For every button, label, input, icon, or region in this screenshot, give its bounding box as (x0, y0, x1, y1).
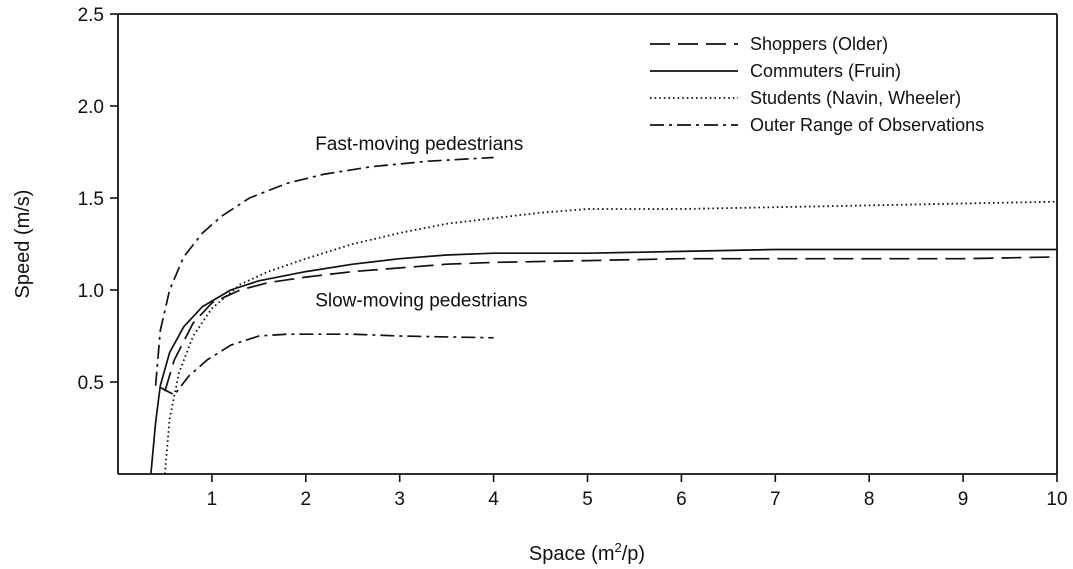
y-axis-title: Speed (m/s) (12, 190, 34, 299)
x-tick-label: 1 (207, 489, 218, 510)
x-ticks: 1 2 3 4 5 6 7 8 9 10 (207, 474, 1068, 510)
series-line-1 (150, 248, 1057, 475)
legend-label-3: Outer Range of Observations (750, 115, 984, 135)
x-tick-label: 3 (394, 489, 405, 510)
annotations: Fast-moving pedestrians Slow-moving pedes… (315, 134, 527, 311)
y-tick-label: 1.5 (78, 189, 104, 210)
y-tick-label: 1.0 (78, 281, 104, 302)
x-tick-label: 9 (958, 489, 969, 510)
axes (117, 13, 1058, 475)
y-tick-label: 2.5 (78, 5, 104, 26)
legend-label-0: Shoppers (Older) (750, 34, 888, 54)
legend: Shoppers (Older) Commuters (Fruin) Student… (650, 34, 984, 135)
x-tick-label: 5 (582, 489, 593, 510)
legend-label-2: Students (Navin, Wheeler) (750, 88, 961, 108)
series-layer (150, 156, 1058, 475)
annotation-1: Slow-moving pedestrians (315, 291, 527, 312)
x-tick-label: 2 (301, 489, 312, 510)
x-tick-label: 6 (676, 489, 687, 510)
series-line-3 (154, 156, 494, 386)
y-tick-label: 0.5 (78, 373, 104, 394)
series-line-2 (164, 200, 1058, 475)
x-tick-label: 10 (1046, 489, 1067, 510)
x-tick-label: 8 (864, 489, 875, 510)
x-tick-label: 4 (488, 489, 499, 510)
y-ticks: 0.5 1.0 1.5 2.0 2.5 (78, 5, 118, 394)
legend-label-1: Commuters (Fruin) (750, 61, 901, 81)
series-line-0 (164, 256, 1058, 392)
y-tick-label: 2.0 (78, 97, 104, 118)
x-tick-label: 7 (770, 489, 781, 510)
series-line-4 (159, 333, 494, 396)
x-axis-title: Space (m2/p) (529, 540, 645, 565)
annotation-0: Fast-moving pedestrians (315, 134, 523, 155)
